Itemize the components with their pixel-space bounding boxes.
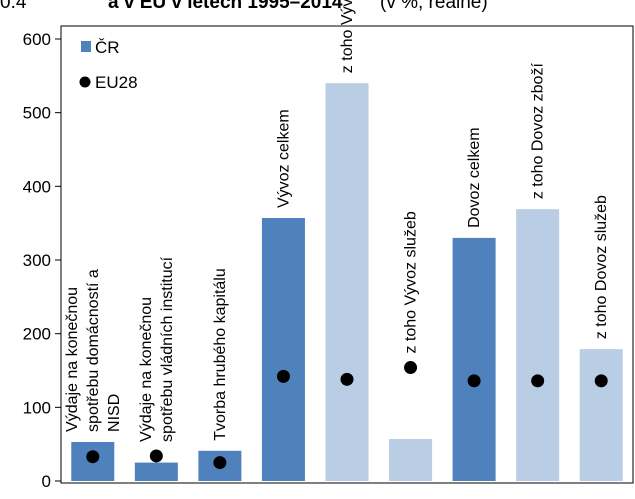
legend-swatch-eu28: [79, 76, 91, 88]
y-tick-label: 200: [23, 325, 51, 344]
category-label: Dovoz celkem: [466, 127, 483, 227]
category-label: Tvorba hrubého kapitálu: [212, 268, 229, 441]
category-label-line: Výdaje na konečnou: [64, 287, 81, 432]
category-label-line: z toho Vývoz zboží: [339, 0, 356, 73]
category-label: z toho Vývoz služeb: [403, 211, 420, 353]
y-tick-label: 600: [23, 30, 51, 49]
category-label-line: z toho Dovoz služeb: [593, 195, 610, 339]
marker-eu28: [86, 450, 100, 464]
category-label: z toho Vývoz zboží: [339, 0, 356, 73]
bar-cr: [325, 83, 369, 481]
y-tick-label: 100: [23, 398, 51, 417]
category-label-line: spotřebu domácností a: [85, 269, 102, 432]
category-label-line: z toho Dovoz zboží: [530, 63, 547, 200]
marker-eu28: [276, 369, 290, 383]
chart-title: a v EU v letech 1995–2014: [108, 0, 343, 13]
category-label-line: Dovoz celkem: [466, 127, 483, 227]
marker-eu28: [340, 372, 354, 386]
y-tick-label: 500: [23, 104, 51, 123]
category-label: z toho Dovoz zboží: [530, 63, 547, 200]
category-label: Výdaje na konečnou spotřebu vládních inst…: [138, 256, 176, 442]
bars: [71, 83, 623, 482]
category-label-line: Vývoz celkem: [275, 109, 292, 208]
plot-area: [60, 25, 634, 484]
legend-label-cr: ČR: [95, 38, 120, 57]
marker-eu28: [404, 361, 418, 375]
marker-eu28: [467, 374, 481, 388]
bar-cr: [389, 439, 433, 481]
category-label-line: z toho Vývoz služeb: [403, 211, 420, 353]
chart-unit: (v %, reálně): [380, 0, 488, 13]
category-label-line: NISD: [106, 394, 123, 432]
legend-swatch-cr: [81, 41, 91, 52]
chart-title-strip: 0.4 a v EU v letech 1995–2014 (v %, reál…: [0, 0, 635, 18]
marker-eu28: [531, 374, 545, 388]
y-tick-label: 300: [23, 251, 51, 270]
bar-cr: [516, 209, 560, 482]
marker-eu28: [213, 456, 227, 470]
marker-eu28: [149, 449, 163, 463]
legend-label-eu28: EU28: [95, 73, 138, 92]
category-label-line: Tvorba hrubého kapitálu: [212, 268, 229, 441]
marker-eu28: [594, 374, 608, 388]
y-tick-label: 400: [23, 177, 51, 196]
legend: ČR EU28: [79, 38, 138, 92]
category-label-line: spotřebu vládních institucí: [159, 256, 176, 442]
category-label-line: Výdaje na konečnou: [138, 297, 155, 442]
y-axis: 0 100 200 300 400 500 600: [23, 30, 61, 491]
eu28-markers: [86, 361, 608, 470]
bar-cr: [134, 462, 178, 481]
y-tick-label: 0: [42, 472, 51, 491]
category-label: Vývoz celkem: [275, 109, 292, 208]
chart-number: 0.4: [0, 0, 27, 13]
bar-cr: [579, 349, 623, 481]
plot-border: [60, 25, 634, 484]
bar-cr: [452, 237, 496, 481]
bar-cr: [261, 218, 305, 481]
category-label: z toho Dovoz služeb: [593, 195, 610, 339]
